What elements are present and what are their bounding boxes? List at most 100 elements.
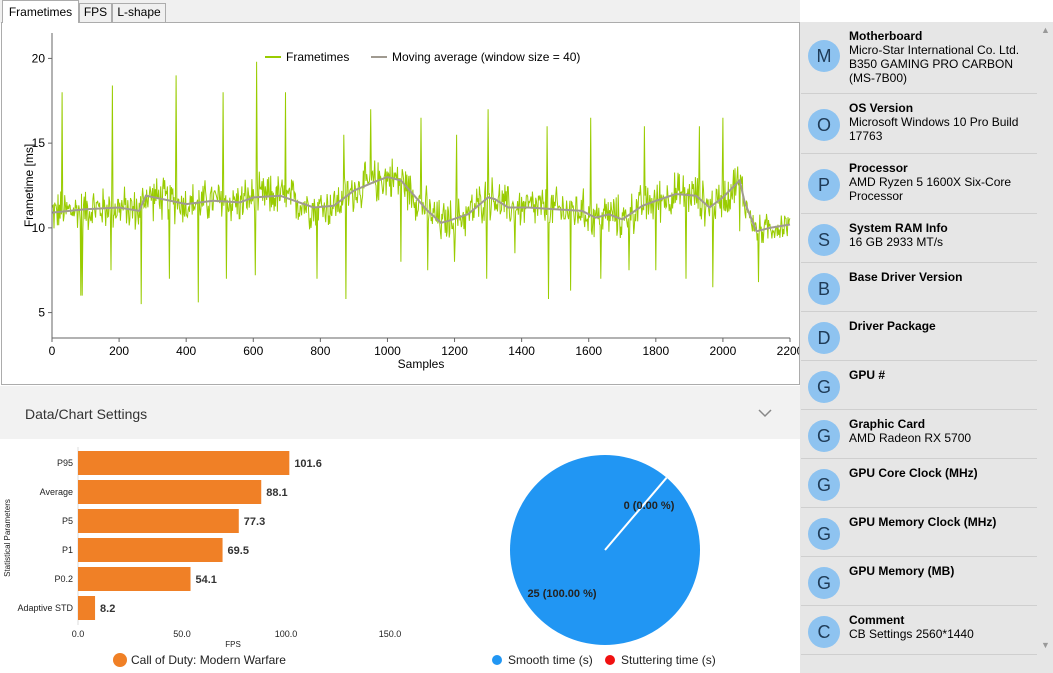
sidebar-item-title: GPU Core Clock (MHz) bbox=[849, 466, 978, 480]
data-chart-settings-bar[interactable]: Data/Chart Settings bbox=[0, 386, 800, 439]
y-tick-label: 20 bbox=[32, 51, 46, 65]
scroll-down-icon[interactable]: ▼ bbox=[1041, 640, 1050, 650]
sidebar-item-gpu-core-clock-mhz[interactable]: G GPU Core Clock (MHz) bbox=[801, 459, 1037, 508]
frametimes-chart[interactable]: 0 200 400 600 800 1000 1200 1400 1600 1800 2000 220… bbox=[2, 23, 799, 384]
bar-p0-2 bbox=[78, 567, 191, 591]
x-tick-label: 1200 bbox=[441, 344, 468, 358]
stutter-pie-chart: 0 (0.00 %) 25 (100.00 %) Smooth time (s) St… bbox=[492, 455, 716, 667]
sidebar-item-value: Micro-Star International Co. Ltd. bbox=[849, 43, 1020, 57]
bar-category-label: P0.2 bbox=[54, 574, 73, 584]
sidebar-item-value: 16 GB 2933 MT/s bbox=[849, 235, 944, 249]
sidebar-item-gpu-memory-mb[interactable]: G GPU Memory (MB) bbox=[801, 557, 1037, 606]
x-tick-label: 800 bbox=[310, 344, 330, 358]
bar-category-label: Average bbox=[40, 487, 73, 497]
sidebar-item-gpu[interactable]: G GPU # bbox=[801, 361, 1037, 410]
scroll-up-icon[interactable]: ▲ bbox=[1041, 25, 1050, 35]
sidebar-item-base-driver-version[interactable]: B Base Driver Version bbox=[801, 263, 1037, 312]
bar-x-tick-label: 50.0 bbox=[173, 629, 191, 639]
x-tick-label: 0 bbox=[49, 344, 56, 358]
x-tick-label: 1600 bbox=[575, 344, 602, 358]
x-tick-label: 2000 bbox=[710, 344, 737, 358]
y-tick-label: 15 bbox=[32, 136, 46, 150]
sidebar-item-os-version[interactable]: O OS Version Microsoft Windows 10 Pro Buil… bbox=[801, 94, 1037, 154]
y-tick-label: 10 bbox=[32, 221, 46, 235]
avatar: B bbox=[808, 272, 840, 305]
frametimes-chart-panel: 0 200 400 600 800 1000 1200 1400 1600 1800 2000 220… bbox=[1, 22, 800, 385]
pie-label-stuttering: 0 (0.00 %) bbox=[624, 500, 675, 512]
sidebar-item-system-ram-info[interactable]: S System RAM Info 16 GB 2933 MT/s bbox=[801, 214, 1037, 263]
x-tick-label: 200 bbox=[109, 344, 129, 358]
sidebar-item-text: OS Version Microsoft Windows 10 Pro Build… bbox=[849, 101, 1034, 143]
tab-bar: Frametimes FPS L-shape bbox=[0, 0, 800, 23]
bar-value-label: 8.2 bbox=[100, 603, 115, 615]
y-tick-label: 5 bbox=[38, 306, 45, 320]
sidebar-item-value: 17763 bbox=[849, 129, 883, 143]
bar-p95 bbox=[78, 451, 290, 475]
y-axis-label: Frametime [ms] bbox=[22, 144, 36, 227]
sidebar-item-processor[interactable]: P Processor AMD Ryzen 5 1600X Six-Core Proc… bbox=[801, 154, 1037, 214]
statistics-area: P95 101.6 Average 88.1 P5 77.3 P1 69.5 P0.2 54.1 A… bbox=[0, 439, 800, 673]
sidebar-item-text: GPU Memory Clock (MHz) bbox=[849, 515, 1034, 529]
bar-p5 bbox=[78, 509, 239, 533]
sidebar-item-title: Motherboard bbox=[849, 29, 923, 43]
sidebar-item-text: GPU Core Clock (MHz) bbox=[849, 466, 1034, 480]
tab-l-shape[interactable]: L-shape bbox=[112, 3, 166, 22]
legend-stuttering-label: Stuttering time (s) bbox=[621, 653, 716, 667]
sidebar-item-text: GPU Memory (MB) bbox=[849, 564, 1034, 578]
pie-slice-stuttering bbox=[604, 477, 668, 551]
x-tick-label: 600 bbox=[243, 344, 263, 358]
bar-category-label: P5 bbox=[62, 516, 73, 526]
sidebar-item-title: GPU # bbox=[849, 368, 886, 382]
legend-smooth-label: Smooth time (s) bbox=[508, 653, 593, 667]
x-tick-label: 1400 bbox=[508, 344, 535, 358]
x-tick-label: 1800 bbox=[642, 344, 669, 358]
sidebar-item-title: Base Driver Version bbox=[849, 270, 963, 284]
bar-x-tick-label: 150.0 bbox=[379, 629, 402, 639]
bar-value-label: 77.3 bbox=[244, 516, 265, 528]
statistics-charts: P95 101.6 Average 88.1 P5 77.3 P1 69.5 P0.2 54.1 A… bbox=[3, 447, 716, 667]
bar-value-label: 88.1 bbox=[266, 487, 287, 499]
sidebar-item-value: Processor bbox=[849, 189, 904, 203]
sidebar-item-value: AMD Radeon RX 5700 bbox=[849, 431, 972, 445]
avatar: M bbox=[808, 40, 840, 72]
bar-average bbox=[78, 480, 262, 504]
system-info-sidebar: M Motherboard Micro-Star International Co.… bbox=[800, 22, 1053, 673]
sidebar-item-text: System RAM Info 16 GB 2933 MT/s bbox=[849, 221, 1034, 249]
sidebar-item-text: Processor AMD Ryzen 5 1600X Six-Core Proce… bbox=[849, 161, 1034, 203]
x-axis-label: Samples bbox=[398, 357, 445, 371]
avatar: C bbox=[808, 615, 840, 648]
sidebar-item-text: Base Driver Version bbox=[849, 270, 1034, 284]
sidebar-item-text: Motherboard Micro-Star International Co. … bbox=[849, 29, 1034, 85]
stats-bar-chart: P95 101.6 Average 88.1 P5 77.3 P1 69.5 P0.2 54.1 A… bbox=[3, 447, 401, 667]
tab-frametimes[interactable]: Frametimes bbox=[2, 0, 79, 23]
sidebar-item-motherboard[interactable]: M Motherboard Micro-Star International Co.… bbox=[801, 22, 1037, 94]
sidebar-item-gpu-memory-clock-mhz[interactable]: G GPU Memory Clock (MHz) bbox=[801, 508, 1037, 557]
tab-fps[interactable]: FPS bbox=[79, 3, 112, 22]
legend-game-label: Call of Duty: Modern Warfare bbox=[131, 653, 286, 667]
sidebar-item-graphic-card[interactable]: G Graphic Card AMD Radeon RX 5700 bbox=[801, 410, 1037, 459]
sidebar-scrollbar[interactable]: ▲ ▼ bbox=[1037, 22, 1053, 673]
legend-game-swatch bbox=[113, 653, 127, 667]
sidebar-item-value: (MS-7B00) bbox=[849, 71, 908, 85]
sidebar-item-title: Driver Package bbox=[849, 319, 936, 333]
sidebar-item-title: Comment bbox=[849, 613, 905, 627]
chevron-down-icon[interactable] bbox=[757, 405, 773, 421]
sidebar-item-title: OS Version bbox=[849, 101, 914, 115]
avatar: G bbox=[808, 419, 840, 452]
x-tick-label: 2200 bbox=[777, 344, 799, 358]
legend-smooth-swatch bbox=[492, 655, 502, 665]
sidebar-item-driver-package[interactable]: D Driver Package bbox=[801, 312, 1037, 361]
avatar: G bbox=[808, 468, 840, 501]
bar-value-label: 54.1 bbox=[196, 574, 217, 586]
sidebar-item-text: GPU # bbox=[849, 368, 1034, 382]
pie-label-smooth: 25 (100.00 %) bbox=[527, 588, 596, 600]
legend-frametimes-label: Frametimes bbox=[286, 50, 349, 64]
sidebar-item-text: Graphic Card AMD Radeon RX 5700 bbox=[849, 417, 1034, 445]
avatar: D bbox=[808, 321, 840, 354]
bar-y-axis-label: Statistical Parameters bbox=[3, 499, 12, 577]
sidebar-item-text: Comment CB Settings 2560*1440 bbox=[849, 613, 1034, 641]
sidebar-item-title: Graphic Card bbox=[849, 417, 926, 431]
sidebar-item-comment[interactable]: C Comment CB Settings 2560*1440 bbox=[801, 606, 1037, 655]
bar-value-label: 101.6 bbox=[294, 458, 322, 470]
sidebar-item-value: CB Settings 2560*1440 bbox=[849, 627, 974, 641]
